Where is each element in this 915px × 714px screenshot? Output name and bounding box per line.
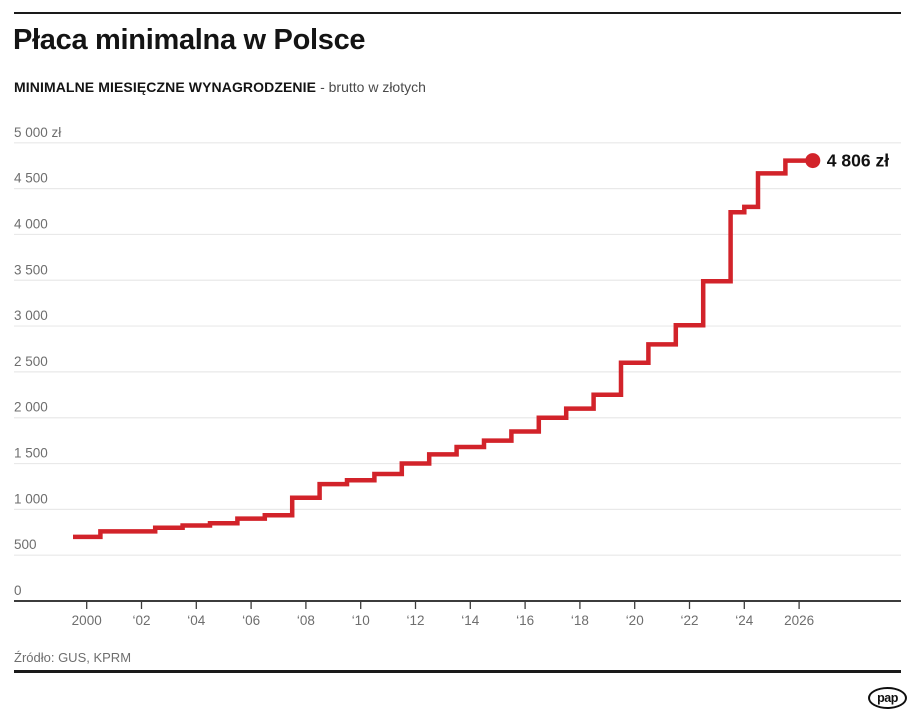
chart-subtitle: MINIMALNE MIESIĘCZNE WYNAGRODZENIE - brut… [14, 79, 426, 95]
endpoint-dot [805, 153, 821, 169]
y-tick-label: 4 500 [14, 171, 48, 186]
y-tick-label: 3 500 [14, 262, 48, 277]
x-tick-label: 2026 [784, 613, 814, 628]
top-divider [14, 12, 901, 14]
x-tick-label: ‘22 [680, 613, 698, 628]
y-tick-label: 500 [14, 537, 37, 552]
endpoint-value-label: 4 806 zł [827, 151, 889, 171]
x-tick-label: ‘18 [571, 613, 589, 628]
x-tick-label: ‘06 [242, 613, 260, 628]
y-tick-label: 5 000 zł [14, 125, 61, 140]
subtitle-unit-text: - brutto w złotych [320, 79, 426, 95]
x-tick-label: ‘04 [187, 613, 206, 628]
wage-step-line [73, 158, 813, 540]
x-tick-label: ‘14 [461, 613, 480, 628]
y-tick-label: 1 500 [14, 446, 48, 461]
y-tick-label: 2 500 [14, 354, 48, 369]
x-tick-label: ‘24 [735, 613, 754, 628]
x-tick-label: ‘12 [406, 613, 424, 628]
footer-divider [14, 670, 901, 673]
pap-logo-text: pap [877, 691, 898, 705]
pap-logo: pap [868, 687, 907, 709]
subtitle-bold-text: MINIMALNE MIESIĘCZNE WYNAGRODZENIE [14, 79, 317, 95]
page-title: Płaca minimalna w Polsce [13, 24, 366, 56]
source-note: Źródło: GUS, KPRM [14, 650, 132, 665]
x-tick-label: ‘02 [132, 613, 150, 628]
y-tick-label: 2 000 [14, 400, 48, 415]
y-tick-label: 3 000 [14, 308, 48, 323]
x-tick-label: ‘20 [626, 613, 644, 628]
y-tick-label: 1 000 [14, 491, 48, 506]
x-tick-label: 2000 [72, 613, 102, 628]
x-tick-label: ‘16 [516, 613, 534, 628]
y-tick-label: 0 [14, 583, 22, 598]
y-tick-label: 4 000 [14, 216, 48, 231]
x-tick-label: ‘10 [352, 613, 370, 628]
x-tick-label: ‘08 [297, 613, 315, 628]
